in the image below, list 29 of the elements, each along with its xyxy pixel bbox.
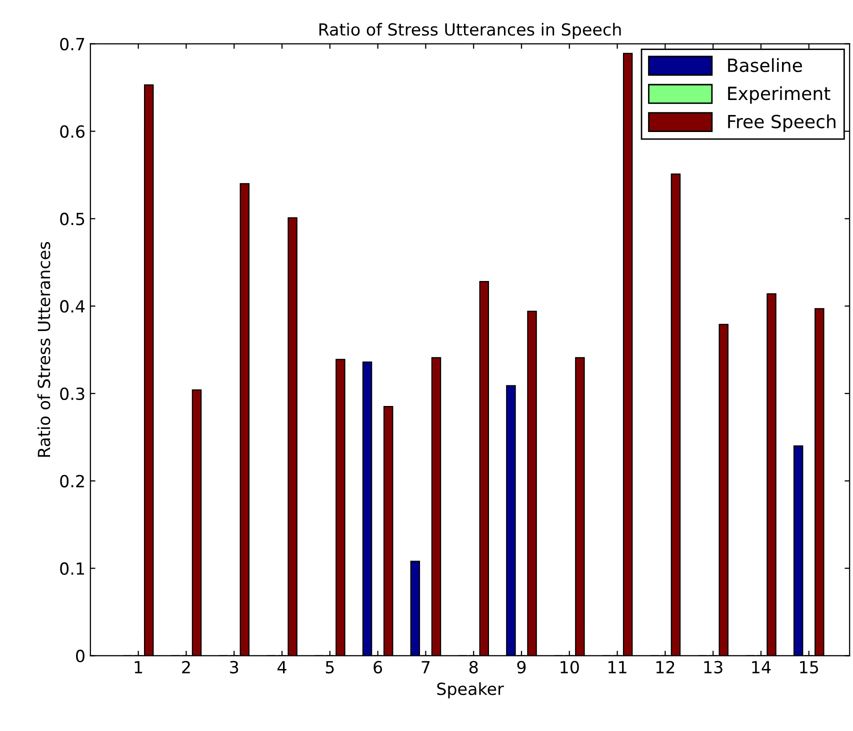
x-tick-label: 2 bbox=[182, 660, 190, 674]
x-tick-label: 12 bbox=[656, 660, 674, 674]
y-tick-label: 0.2 bbox=[60, 474, 84, 488]
x-tick-label: 6 bbox=[374, 660, 382, 674]
x-tick-label: 11 bbox=[608, 661, 626, 674]
x-tick-label: 10 bbox=[560, 660, 579, 674]
x-tick-label: 1 bbox=[134, 661, 142, 674]
x-tick-label: 9 bbox=[517, 660, 526, 674]
x-axis-title: Speaker bbox=[437, 682, 504, 698]
y-tick-label: 0.5 bbox=[60, 212, 84, 226]
y-tick-label: 0.1 bbox=[60, 562, 84, 575]
y-tick-label: 0 bbox=[76, 650, 84, 662]
legend-label: Free Speech bbox=[728, 114, 836, 132]
x-tick-label: 14 bbox=[752, 661, 771, 674]
x-tick-label: 8 bbox=[469, 660, 478, 674]
y-tick-label: 0.4 bbox=[60, 300, 85, 313]
legend-label: Baseline bbox=[728, 58, 802, 72]
x-tick-label: 3 bbox=[230, 660, 238, 674]
x-tick-label: 5 bbox=[326, 661, 334, 674]
y-tick-label: 0.6 bbox=[60, 125, 85, 138]
legend-label: Experiment bbox=[728, 86, 830, 104]
x-tick-label: 15 bbox=[800, 661, 818, 674]
x-tick-label: 4 bbox=[278, 661, 286, 674]
x-tick-label: 7 bbox=[422, 661, 430, 674]
y-tick-label: 0.7 bbox=[60, 38, 84, 50]
y-tick-label: 0.3 bbox=[60, 387, 84, 400]
chart-title: Ratio of Stress Utterances in Speech bbox=[319, 22, 621, 39]
x-tick-label: 13 bbox=[704, 660, 722, 674]
y-axis-title: Ratio of Stress Utterances bbox=[37, 242, 50, 457]
